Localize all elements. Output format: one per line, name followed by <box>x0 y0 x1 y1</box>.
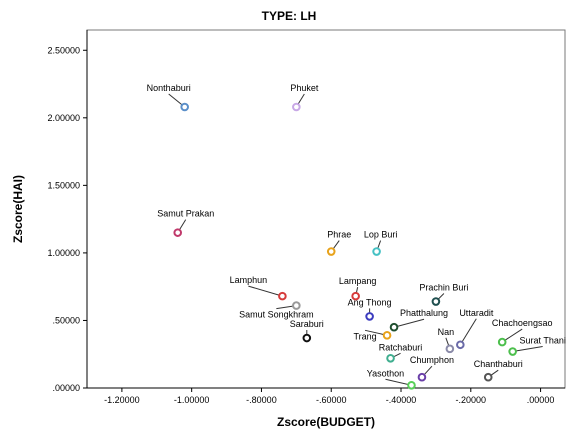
data-point-group: Chanthaburi <box>474 359 523 382</box>
data-label-leader-line <box>385 378 412 386</box>
data-point <box>365 312 374 321</box>
data-point-label: Ang Thong <box>348 297 392 307</box>
data-point <box>431 297 441 306</box>
data-point <box>382 331 392 340</box>
data-point-label: Chumphon <box>410 355 454 365</box>
data-point <box>292 301 301 310</box>
data-point-group: Yasothon <box>367 368 416 390</box>
data-point-label: Lampang <box>339 276 377 286</box>
data-point <box>278 291 287 301</box>
data-point-label: Trang <box>353 331 376 341</box>
data-point-group: Phuket <box>290 83 319 112</box>
data-point <box>372 247 381 256</box>
data-point-label: Samut Prakan <box>157 209 214 219</box>
data-point-group: Chachoengsao <box>492 318 553 347</box>
data-point <box>292 102 301 112</box>
x-tick-label: .00000 <box>527 395 555 405</box>
y-tick-label: 2.50000 <box>47 45 80 55</box>
data-point <box>407 380 416 390</box>
data-point-label: Uttaradit <box>459 308 494 318</box>
data-point-label: Phatthalung <box>400 308 448 318</box>
data-point-group: Lampang <box>339 276 377 301</box>
y-tick-label: .00000 <box>52 383 80 393</box>
data-point-group: Surat Thani <box>508 336 566 356</box>
x-tick-label: -.80000 <box>246 395 277 405</box>
data-point-label: Lamphun <box>230 275 268 285</box>
y-tick-label: 1.00000 <box>47 248 80 258</box>
data-point-group: Ang Thong <box>348 297 392 321</box>
x-tick-label: -1.20000 <box>104 395 140 405</box>
data-point-label: Nan <box>438 327 455 337</box>
data-point <box>326 247 336 256</box>
data-points: Nonthaburi Phuket Samut Prakan Phrae Lop Bur… <box>147 83 566 390</box>
data-point-group: Ratchaburi <box>379 342 423 363</box>
data-point-label: Chanthaburi <box>474 359 523 369</box>
y-tick-label: 2.00000 <box>47 113 80 123</box>
data-point-label: Lop Buri <box>364 230 398 240</box>
y-tick-label: 1.50000 <box>47 180 80 190</box>
data-point-group: Nan <box>438 327 455 354</box>
data-point-label: Chachoengsao <box>492 318 553 328</box>
data-point <box>386 353 395 363</box>
data-point-group: Phrae <box>326 230 351 256</box>
data-point-label: Phuket <box>290 83 319 93</box>
data-point-group: Nonthaburi <box>147 83 191 112</box>
data-point-label: Yasothon <box>367 368 404 378</box>
data-label-leader-line <box>248 285 283 297</box>
chart-title: TYPE: LH <box>262 9 317 23</box>
x-tick-label: -.20000 <box>456 395 487 405</box>
x-tick-label: -1.00000 <box>174 395 210 405</box>
data-point-group: Lamphun <box>230 275 287 301</box>
data-point <box>302 333 312 343</box>
data-label-leader-line <box>512 346 543 353</box>
data-point-group: Trang <box>353 329 392 341</box>
data-point-group: Uttaradit <box>456 308 494 350</box>
data-point <box>483 372 493 382</box>
data-point-label: Nonthaburi <box>147 83 191 93</box>
data-point <box>173 228 183 237</box>
x-tick-label: -.40000 <box>386 395 417 405</box>
data-point <box>508 347 517 356</box>
x-axis-label: Zscore(BUDGET) <box>277 415 375 429</box>
data-point-label: Phrae <box>327 230 351 240</box>
data-point <box>389 322 399 332</box>
data-label-leader-line <box>393 318 425 328</box>
data-point-group: Prachin Buri <box>419 283 468 306</box>
y-axis-label: Zscore(HAI) <box>11 175 25 243</box>
data-point <box>180 102 189 112</box>
data-point-group: Chumphon <box>410 355 454 382</box>
data-point-label: Samut Songkhram <box>239 310 314 320</box>
data-point <box>351 291 360 301</box>
x-axis-ticks: -1.20000 -1.00000 -.80000 -.60000 -.40000 -.2… <box>104 388 554 405</box>
y-axis-ticks: .00000 .50000 1.00000 1.50000 2.00000 2.50000 <box>47 45 87 393</box>
data-point-label: Prachin Buri <box>419 283 468 293</box>
data-point-label: Saraburi <box>290 319 324 329</box>
data-point-group: Lop Buri <box>364 230 398 256</box>
data-point-label: Ratchaburi <box>379 342 423 352</box>
data-point-label: Surat Thani <box>519 336 565 346</box>
data-point-group: Samut Prakan <box>157 209 214 237</box>
data-point <box>445 344 455 354</box>
data-point <box>417 372 427 382</box>
data-label-leader-line <box>459 318 477 346</box>
data-point <box>456 340 465 350</box>
x-tick-label: -.60000 <box>316 395 347 405</box>
data-point-group: Samut Songkhram <box>239 301 314 320</box>
data-point-group: Saraburi <box>290 319 324 343</box>
y-tick-label: .50000 <box>52 315 80 325</box>
data-point-group: Phatthalung <box>389 308 448 332</box>
data-point <box>497 337 507 347</box>
